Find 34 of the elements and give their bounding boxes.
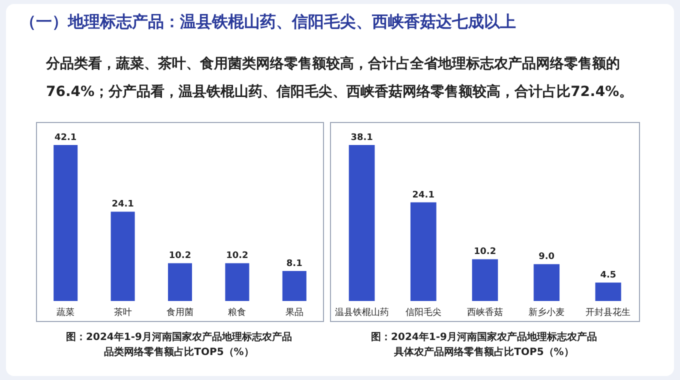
data-label: 42.1 (54, 133, 77, 143)
x-tick-label: 温县铁棍山药 (334, 307, 389, 318)
x-tick-label: 果品 (285, 307, 304, 318)
x-tick-label: 西峡香菇 (467, 307, 503, 318)
data-label: 24.1 (112, 200, 134, 210)
bar (225, 263, 250, 301)
bar (348, 145, 375, 301)
bar (534, 264, 560, 301)
x-tick-label: 新乡小麦 (528, 307, 565, 318)
text: 分品类看，蔬菜、茶叶、食用菌类网络零售额较高，合计占全省地理标志农产品网络零售额的76.4%；分产品看，温县铁棍山药、信阳毛尖、西峡香菇网络零售额较高，合计占比72.4%。 (46, 54, 634, 102)
bar (282, 270, 306, 301)
bar (472, 259, 498, 301)
text: 图：2024年1-9月河南国家农产品地理标志农产品具体农产品网络零售额占比TOP5（%） (370, 330, 598, 360)
text: （一）地理标志产品：温县铁棍山药、信阳毛尖、西峡香菇达七成以上 (20, 12, 516, 33)
data-label: 38.1 (350, 133, 373, 143)
data-label: 24.1 (412, 190, 435, 200)
data-label: 4.5 (600, 270, 616, 281)
bar (595, 282, 622, 301)
bar (168, 263, 192, 301)
x-tick-label: 蔬菜 (56, 307, 75, 318)
x-tick-label: 信阳毛尖 (405, 307, 442, 318)
bar (110, 212, 135, 301)
data-label: 10.2 (226, 251, 248, 262)
x-tick-label: 粮食 (228, 307, 246, 318)
data-label: 9.0 (538, 252, 555, 262)
data-label: 10.2 (168, 251, 192, 262)
x-tick-label: 开封县花生 (586, 307, 631, 318)
data-label: 10.2 (474, 247, 496, 258)
x-tick-label: 茶叶 (114, 307, 132, 318)
text: 图：2024年1-9月河南国家农产品地理标志农产品品类网络零售额占比TOP5（%） (65, 330, 293, 360)
data-label: 8.1 (286, 258, 302, 269)
bar (54, 145, 78, 301)
x-tick-label: 食用菌 (166, 307, 194, 318)
bar (410, 202, 436, 301)
